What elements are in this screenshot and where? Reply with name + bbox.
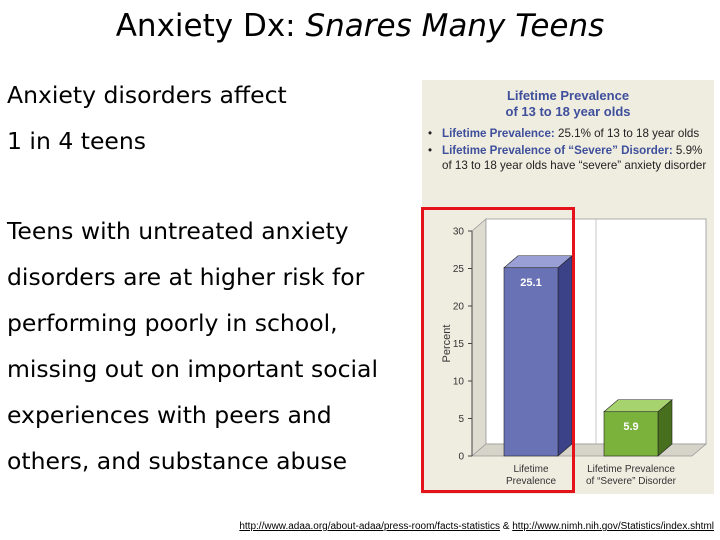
paragraph-line: disorders are at higher risk for [7, 263, 365, 291]
paragraph-risks: Teens with untreated anxiety disorders a… [7, 208, 378, 484]
x-category-label: of “Severe” Disorder [586, 476, 677, 487]
slide-title-italic: Snares Many Teens [305, 8, 605, 44]
y-axis-label: Percent [441, 325, 453, 363]
highlight-box [421, 207, 575, 493]
source-link-nimh[interactable]: http://www.nimh.nih.gov/Statistics/index… [512, 521, 714, 532]
y-tick-label: 25 [453, 264, 465, 275]
info-item-text: 25.1% of 13 to 18 year olds [554, 127, 700, 140]
sources-line: http://www.adaa.org/about-adaa/press-roo… [0, 521, 714, 533]
bar-value-label: 25.1 [520, 277, 541, 289]
x-category-label: Lifetime [513, 464, 548, 475]
y-tick-label: 10 [453, 377, 465, 388]
bullet-icon: • [428, 144, 433, 157]
paragraph-line: performing poorly in school, [7, 309, 338, 337]
paragraph-prevalence: Anxiety disorders affect 1 in 4 teens [7, 72, 287, 164]
x-category-label: Prevalence [506, 476, 556, 487]
paragraph-line: missing out on important social [7, 355, 378, 383]
source-link-adaa[interactable]: http://www.adaa.org/about-adaa/press-roo… [239, 521, 501, 532]
source-separator: & [500, 521, 513, 532]
paragraph-line: Anxiety disorders affect [7, 81, 287, 109]
y-tick-label: 0 [458, 452, 464, 463]
info-box-item: • Lifetime Prevalence of “Severe” Disord… [428, 143, 708, 173]
bar [503, 267, 559, 457]
y-tick-label: 5 [458, 414, 464, 425]
bar-value-label: 5.9 [623, 421, 638, 433]
y-tick-label: 15 [453, 339, 465, 350]
paragraph-line: experiences with peers and [7, 401, 332, 429]
paragraph-line: 1 in 4 teens [7, 127, 147, 155]
prevalence-bar-chart: 0 5 10 15 20 25 30 Percent 25.1 LifetimePrevalenc… [441, 218, 708, 487]
bar [603, 411, 659, 457]
info-box-title: Lifetime Prevalence of 13 to 18 year old… [422, 88, 714, 120]
info-box-title-line: of 13 to 18 year olds [505, 104, 631, 119]
info-box-list: • Lifetime Prevalence: 25.1% of 13 to 18… [428, 126, 708, 175]
info-item-label: Lifetime Prevalence: [442, 127, 555, 140]
y-tick-label: 30 [453, 227, 465, 238]
info-box: Lifetime Prevalence of 13 to 18 year old… [422, 80, 714, 208]
info-item-text: 5.9% of 13 to 18 year olds have “severe”… [442, 144, 707, 172]
prevalence-figure: Lifetime Prevalence of 13 to 18 year old… [422, 80, 714, 494]
paragraph-line: others, and substance abuse [7, 447, 348, 475]
slide-title: Anxiety Dx: Snares Many Teens [0, 4, 720, 48]
bullet-icon: • [428, 127, 433, 140]
info-box-item: • Lifetime Prevalence: 25.1% of 13 to 18… [428, 126, 708, 141]
info-item-label: Lifetime Prevalence of “Severe” Disorder… [442, 144, 673, 157]
x-category-label: Lifetime Prevalence [587, 464, 675, 475]
paragraph-line: Teens with untreated anxiety [7, 217, 349, 245]
info-box-title-line: Lifetime Prevalence [506, 88, 630, 103]
slide-title-prefix: Anxiety Dx: [115, 8, 306, 44]
y-tick-label: 20 [453, 302, 465, 313]
